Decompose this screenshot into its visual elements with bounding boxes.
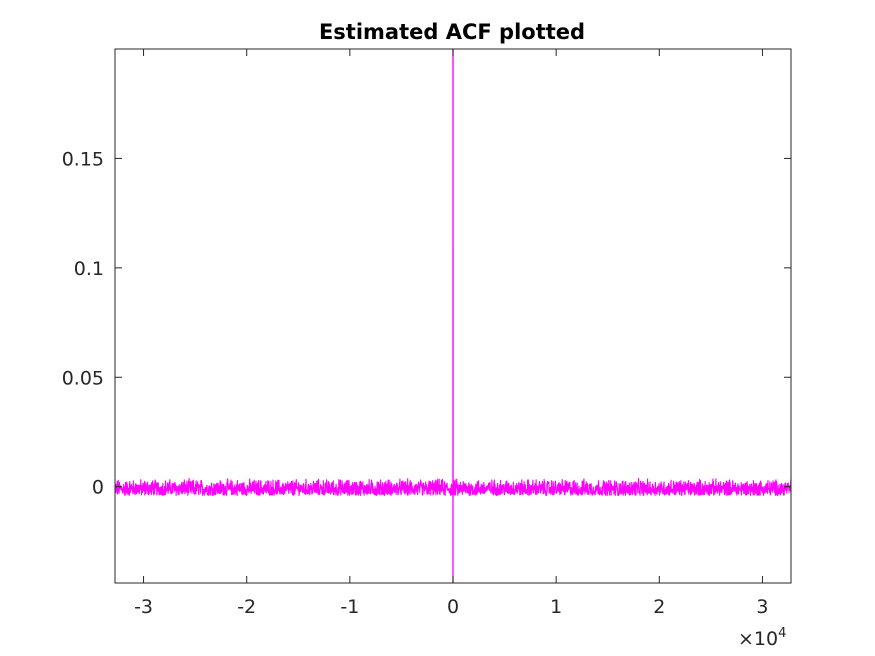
- x-tick-label: 2: [653, 596, 665, 618]
- x-exponent-label: ×104: [738, 626, 786, 650]
- y-tick-label: 0.1: [74, 258, 104, 280]
- x-tick-label: -3: [134, 596, 153, 618]
- y-axis: 0 0.05 0.1 0.15: [62, 148, 791, 499]
- x-tick-label: -2: [237, 596, 256, 618]
- x-exponent-base: ×10: [738, 628, 778, 650]
- x-tick-label: 1: [550, 596, 562, 618]
- x-tick-label: -1: [340, 596, 359, 618]
- y-tick-label: 0.05: [62, 367, 104, 389]
- y-tick-label: 0.15: [62, 148, 104, 170]
- x-tick-label: 3: [756, 596, 768, 618]
- chart-title: Estimated ACF plotted: [319, 20, 585, 44]
- x-tick-label: 0: [447, 596, 459, 618]
- x-exponent-power: 4: [778, 626, 786, 641]
- y-tick-label: 0: [92, 477, 104, 499]
- plot-area: [114, 48, 792, 584]
- x-axis: -3 -2 -1 0 1 2 3: [134, 49, 769, 618]
